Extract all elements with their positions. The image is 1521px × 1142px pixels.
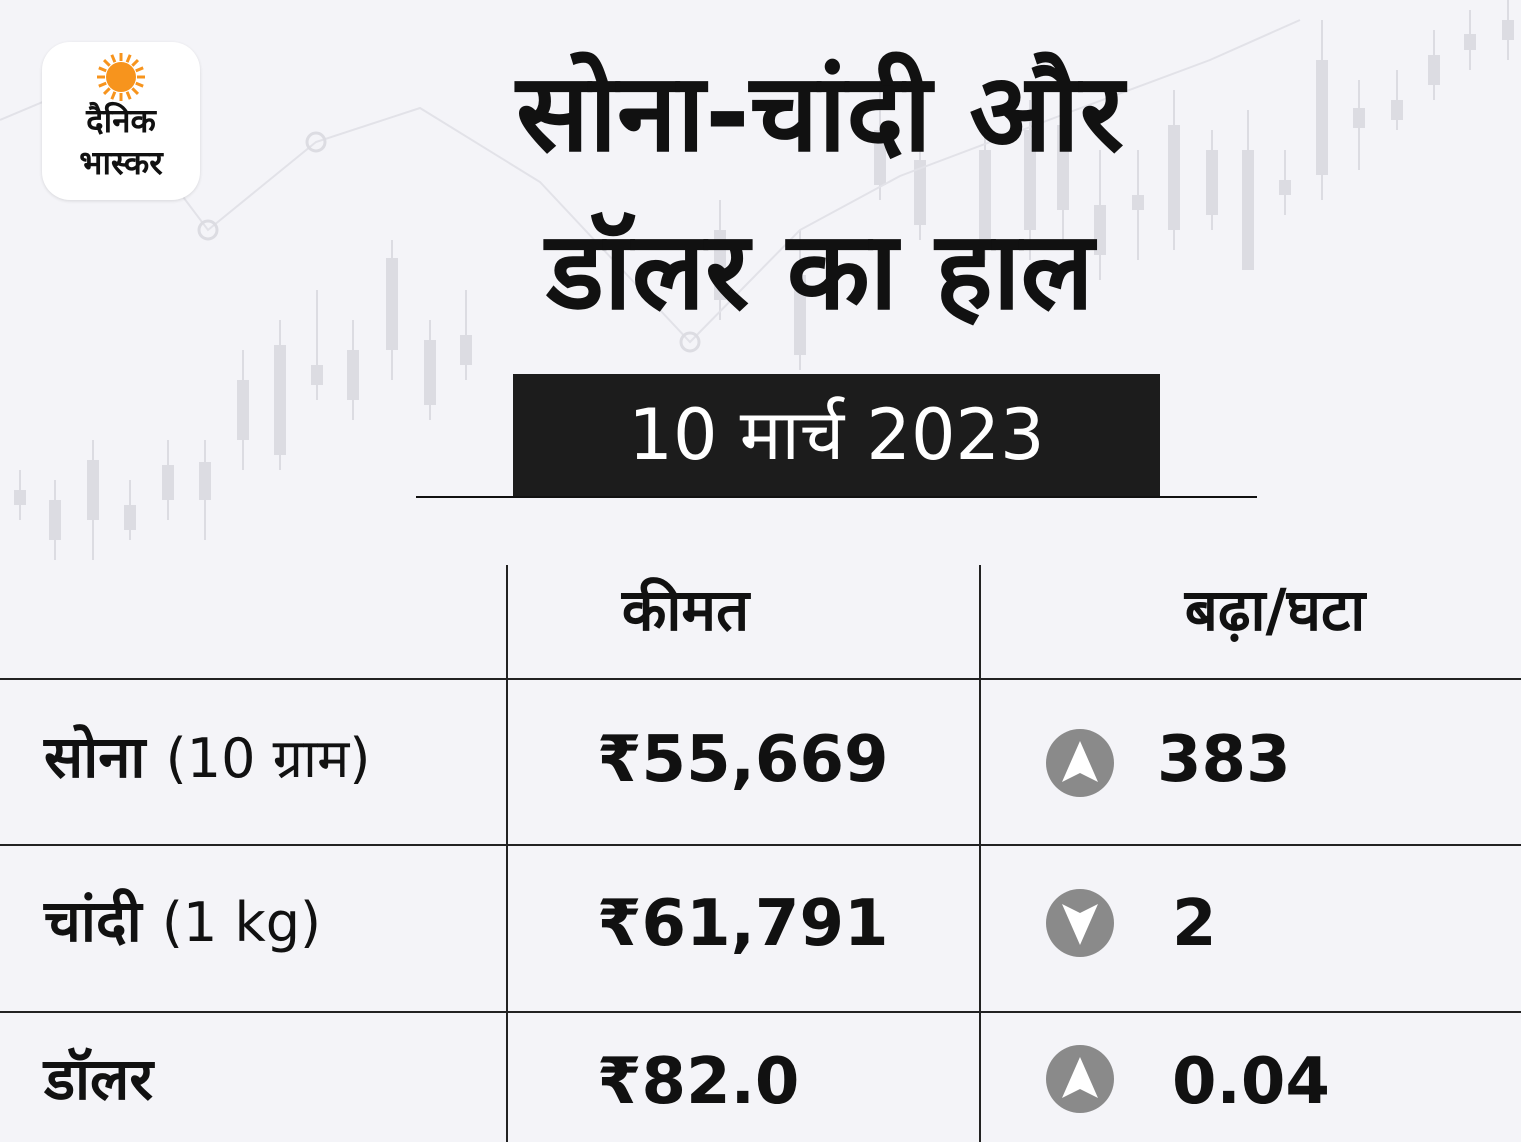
up-arrow-icon [1046,729,1114,797]
candle-body [1353,108,1365,128]
candle-body [1316,60,1328,175]
candle-body [979,150,991,240]
candle-body [1502,20,1514,40]
candle-body [311,365,323,385]
candle-body [1132,195,1144,210]
sun-ray [131,87,140,96]
row-dollar-change: 0.04 [1172,1045,1330,1119]
row-dollar-name: डॉलर [44,1045,154,1113]
row-divider-header [0,678,1521,680]
header-change: बढ़ा/घटा [1184,576,1366,644]
candle-body [1279,180,1291,195]
logo-text-line2: भास्कर [79,143,163,182]
candle-body [162,465,174,500]
dainik-bhaskar-logo: दैनिक भास्कर [42,42,200,200]
down-arrow-icon [1046,889,1114,957]
candle-body [1057,125,1069,210]
row-silver-price: ₹61,791 [597,887,889,961]
candle-body [794,275,806,355]
column-divider-2 [979,565,981,1142]
candle-body [424,340,436,405]
row-dollar-label: डॉलर [44,1050,153,1108]
candle-body [347,350,359,400]
candle-body [199,462,211,500]
row-gold-label: सोना (10 ग्राम) [44,728,370,786]
sun-ray [110,54,117,63]
candle-body [124,505,136,530]
sun-ray [131,58,140,67]
candle-body [14,490,26,505]
candle-body [386,258,398,350]
sun-ray [98,66,107,73]
row-gold-price: ₹55,669 [597,723,889,797]
header-price: कीमत [621,576,750,644]
sun-ray [102,87,111,96]
column-divider-1 [506,565,508,1142]
candle-body [1168,125,1180,230]
sun-ray [102,58,111,67]
row-silver-change: 2 [1172,887,1217,961]
candle-body [914,160,926,225]
sun-ray [125,91,132,100]
row-divider-1 [0,844,1521,846]
trend-line [0,19,1301,344]
candle-body [1206,150,1218,215]
row-gold-change: 383 [1157,723,1291,797]
row-silver-name: चांदी [44,887,142,955]
candle-body [460,335,472,365]
candle-body [49,500,61,540]
row-divider-2 [0,1011,1521,1013]
sun-ray [110,91,117,100]
headline-line2: डॉलर का हाल [546,209,1094,334]
candle-body [87,460,99,520]
sun-ray [135,81,144,88]
sun-icon [97,53,145,101]
headline-line1: सोना-चांदी और [516,51,1124,176]
candle-body [874,130,886,185]
sun-ray [125,54,132,63]
date-banner: 10 मार्च 2023 [513,374,1160,497]
candle-body [1094,205,1106,255]
logo-text-line1: दैनिक [86,101,156,140]
row-gold-unit: (10 ग्राम) [165,727,371,790]
date-divider [416,496,1257,498]
row-silver-label: चांदी (1 kg) [44,892,321,950]
candle-body [1391,100,1403,120]
candle-body [237,380,249,440]
row-dollar-price: ₹82.0 [597,1045,800,1119]
candle-body [1242,150,1254,270]
up-arrow-icon [1046,1045,1114,1113]
candle-body [1024,130,1036,230]
candle-body [1428,55,1440,85]
row-gold-name: सोना [44,723,146,791]
candle-body [1464,34,1476,50]
sun-ray [98,81,107,88]
candle-body [714,230,726,300]
sun-ray [135,66,144,73]
candle-body [274,345,286,455]
row-silver-unit: (1 kg) [161,891,322,954]
